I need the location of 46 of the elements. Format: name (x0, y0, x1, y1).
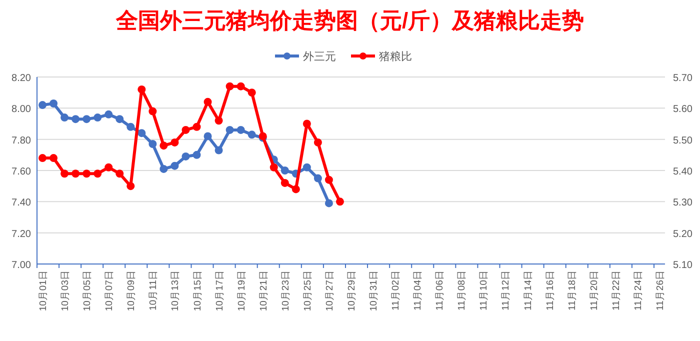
xtick: 10月11日 (148, 270, 160, 310)
xtick: 10月13日 (170, 270, 182, 312)
xtick: 11月06日 (434, 270, 446, 310)
xtick: 10月03日 (60, 270, 72, 312)
xtick: 10月15日 (192, 270, 204, 312)
xtick: 11月16日 (544, 270, 556, 310)
xtick: 11月22日 (610, 270, 622, 310)
ytick: 7.80 (12, 135, 31, 146)
y2tick: 5.40 (673, 166, 692, 178)
ytick: 7.60 (12, 166, 31, 178)
xtick: 10月27日 (324, 270, 336, 312)
y2tick: 5.60 (673, 104, 692, 116)
xtick: 11月26日 (655, 270, 666, 310)
xtick: 10月19日 (236, 270, 248, 312)
xtick: 11月04日 (412, 270, 424, 310)
y2tick: 5.50 (673, 135, 692, 146)
y2tick: 5.10 (673, 260, 692, 271)
y2tick: 5.70 (673, 73, 692, 84)
y2tick: 5.20 (673, 228, 692, 240)
xtick: 10月01日 (38, 270, 49, 312)
xtick: 11月18日 (566, 270, 578, 310)
title: 全国外三元猪均价走势图（元/斤）及猪粮比走势 (116, 8, 584, 33)
xtick: 11月24日 (632, 270, 644, 310)
xtick: 10月05日 (82, 270, 94, 312)
xtick: 10月07日 (104, 270, 116, 312)
ytick: 7.20 (12, 228, 31, 240)
legend-label: 外三元 (303, 51, 336, 63)
legend-label: 猪粮比 (379, 50, 412, 63)
xtick: 10月21日 (258, 270, 270, 312)
xtick: 10月17日 (214, 270, 226, 312)
xtick: 11月08日 (456, 270, 468, 310)
xtick: 11月12日 (500, 270, 512, 310)
y2tick: 5.30 (673, 198, 692, 209)
ytick: 7.40 (12, 198, 31, 209)
xtick: 11月10日 (478, 270, 490, 310)
xtick: 11月20日 (588, 270, 600, 310)
xtick: 10月29日 (346, 270, 358, 312)
ytick: 8.00 (12, 104, 31, 116)
xtick: 11月02日 (390, 270, 402, 310)
xtick: 11月14日 (522, 270, 534, 310)
ytick: 7.00 (12, 260, 31, 271)
ytick: 8.20 (12, 73, 31, 84)
xtick: 10月09日 (126, 270, 138, 312)
xtick: 10月23日 (280, 270, 292, 312)
xtick: 10月31日 (368, 270, 380, 312)
xtick: 10月25日 (302, 270, 314, 312)
